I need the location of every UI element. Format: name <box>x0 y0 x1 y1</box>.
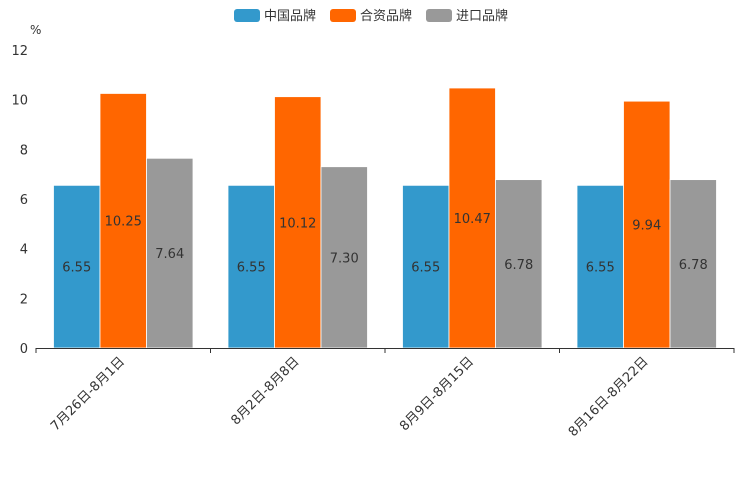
data-label: 9.94 <box>632 219 661 234</box>
legend-item-1[interactable]: 中国品牌 <box>234 8 316 24</box>
x-axis: 7月26日-8月1日 8月2日-8月8日 8月9日-8月15日 8月16日-8月22日 <box>35 348 735 440</box>
data-label: 10.47 <box>454 212 491 227</box>
y-tick-label: 10 <box>11 94 28 109</box>
y-tick-label: 8 <box>20 143 28 158</box>
y-tick-label: 6 <box>20 193 28 208</box>
legend-swatch <box>330 9 356 22</box>
bar-1-2[interactable] <box>227 184 275 349</box>
y-tick-label: 0 <box>20 342 28 357</box>
bar-1-4[interactable] <box>576 184 624 349</box>
data-label: 6.55 <box>586 261 615 276</box>
bar-2-1[interactable] <box>99 93 147 349</box>
legend-label: 进口品牌 <box>456 8 508 24</box>
x-tick-label: 7月26日-8月1日 <box>48 354 128 434</box>
legend-swatch <box>426 9 452 22</box>
data-label: 6.78 <box>504 258 533 273</box>
bar-3-4[interactable] <box>669 179 717 349</box>
legend-label: 合资品牌 <box>360 8 412 24</box>
y-axis-unit-label: % <box>30 23 41 37</box>
data-label: 6.55 <box>237 261 266 276</box>
legend-label: 中国品牌 <box>264 8 316 24</box>
bar-3-2[interactable] <box>320 166 368 349</box>
legend-item-3[interactable]: 进口品牌 <box>426 8 508 24</box>
bar-2-3[interactable] <box>448 87 496 349</box>
legend-swatch <box>234 9 260 22</box>
data-label: 10.12 <box>279 216 316 231</box>
data-label: 10.25 <box>105 215 142 230</box>
data-label: 7.30 <box>330 251 359 266</box>
data-label: 6.55 <box>411 261 440 276</box>
x-tick-label: 8月16日-8月22日 <box>566 354 652 440</box>
data-label: 7.64 <box>155 247 184 262</box>
data-label: 6.55 <box>62 261 91 276</box>
legend-item-2[interactable]: 合资品牌 <box>330 8 412 24</box>
x-tick-label: 8月9日-8月15日 <box>397 354 477 434</box>
x-tick-label: 8月2日-8月8日 <box>228 354 302 428</box>
data-label: 6.78 <box>679 258 708 273</box>
bars: 6.55 10.25 7.64 6.55 10.12 7.30 6.55 10.47 6.78 6… <box>53 87 717 349</box>
y-tick-label: 2 <box>20 292 28 307</box>
bar-1-1[interactable] <box>53 184 101 349</box>
y-tick-label: 12 <box>11 44 28 59</box>
y-axis: 0 2 4 6 8 10 12 <box>11 44 28 357</box>
legend: 中国品牌 合资品牌 进口品牌 <box>234 8 508 24</box>
bar-2-2[interactable] <box>274 96 322 349</box>
y-tick-label: 4 <box>20 243 28 258</box>
bar-3-1[interactable] <box>146 157 194 349</box>
